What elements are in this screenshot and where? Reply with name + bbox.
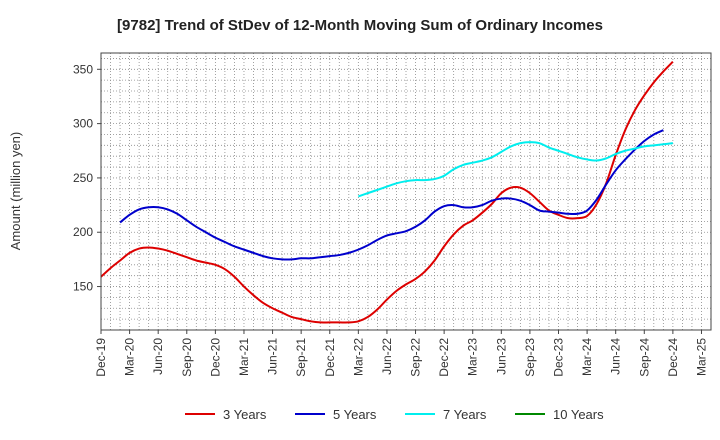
y-tick-label: 250: [73, 171, 93, 185]
series-lines: [100, 60, 674, 324]
x-tick-label: Jun-20: [151, 338, 165, 375]
x-tick-label: Mar-23: [466, 338, 480, 376]
x-tick-label: Mar-21: [237, 338, 251, 376]
x-tick-label: Dec-23: [552, 338, 566, 377]
y-tick-label: 350: [73, 62, 93, 76]
x-tick-label: Mar-20: [123, 338, 137, 376]
series-line-7-years: [358, 141, 673, 198]
x-tick-label: Dec-21: [323, 338, 337, 377]
x-axis-ticks: Dec-19 Mar-20 Jun-20 Sep-20 Dec-20 Mar-21 Jun-…: [94, 330, 708, 377]
legend: 3 Years 5 Years 7 Years 10 Years: [185, 407, 604, 422]
x-tick-label: Jun-21: [266, 338, 280, 375]
y-axis-label: Amount (million yen): [8, 132, 23, 251]
legend-label-10-years: 10 Years: [553, 407, 604, 422]
x-tick-label: Dec-19: [94, 338, 108, 377]
x-tick-label: Mar-25: [694, 338, 708, 376]
x-tick-label: Sep-22: [409, 338, 423, 377]
grid: [101, 53, 711, 330]
y-tick-label: 150: [73, 280, 93, 294]
x-tick-label: Sep-20: [180, 338, 194, 377]
x-tick-label: Mar-22: [351, 338, 365, 376]
x-tick-label: Mar-24: [580, 338, 594, 376]
x-tick-label: Dec-24: [666, 338, 680, 377]
y-tick-label: 300: [73, 117, 93, 131]
plot-frame: [100, 52, 712, 331]
legend-label-3-years: 3 Years: [223, 407, 267, 422]
x-tick-label: Sep-24: [637, 338, 651, 377]
legend-label-5-years: 5 Years: [333, 407, 377, 422]
x-tick-label: Jun-23: [494, 338, 508, 375]
y-tick-label: 200: [73, 225, 93, 239]
x-tick-label: Jun-22: [380, 338, 394, 375]
x-tick-label: Sep-21: [294, 338, 308, 377]
legend-label-7-years: 7 Years: [443, 407, 487, 422]
y-axis-ticks: 150 200 250 300 350: [73, 62, 101, 294]
x-tick-label: Dec-20: [208, 338, 222, 377]
x-tick-label: Jun-24: [609, 338, 623, 375]
x-tick-label: Sep-23: [523, 338, 537, 377]
series-line-3-years: [100, 60, 674, 324]
series-line-5-years: [119, 129, 664, 261]
chart-title: [9782] Trend of StDev of 12-Month Moving…: [117, 17, 603, 34]
x-tick-label: Dec-22: [437, 338, 451, 377]
